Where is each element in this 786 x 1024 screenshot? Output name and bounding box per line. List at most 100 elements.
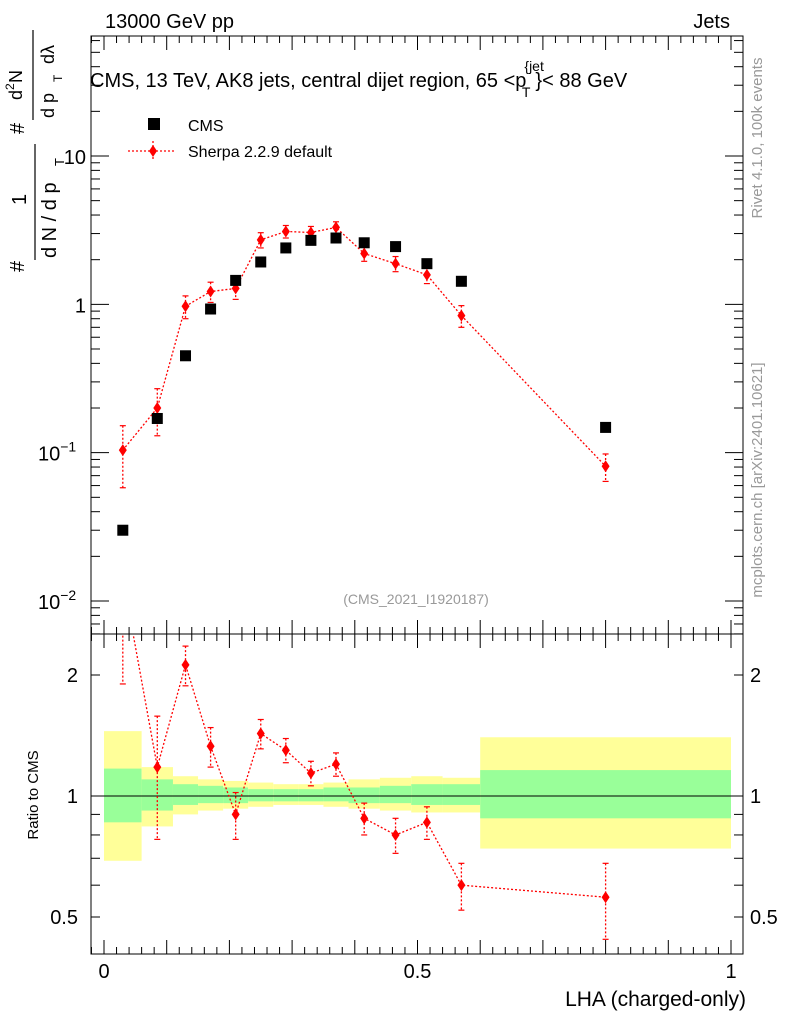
ylabel-T2: T: [51, 74, 65, 82]
ratio-point: [231, 808, 240, 821]
mc-point: [391, 257, 400, 270]
mc-series-line: [122, 226, 607, 467]
ratio-data-group: [119, 571, 610, 940]
ratio-ytick-label-left: 0.5: [50, 907, 78, 929]
ratio-ytick-label-right: 1: [750, 786, 761, 808]
ylabel-sup2: 2: [3, 83, 17, 90]
ylabel-N: N: [6, 70, 26, 83]
cms-point: [255, 256, 267, 268]
ratio-point: [206, 740, 215, 753]
legend-sherpa-label: Sherpa 2.2.9 default: [188, 144, 333, 161]
ratio-band-inner: [198, 785, 224, 804]
ratio-point: [306, 767, 315, 780]
ratio-band-inner: [172, 784, 199, 805]
cms-point: [330, 232, 342, 244]
ratio-band-inner: [248, 789, 274, 802]
ylabel-dl: dλ: [38, 45, 58, 64]
main-ytick-label: 10−2: [38, 587, 76, 614]
ylabel-one: 1: [9, 194, 31, 205]
main-ytick-label: 10−1: [38, 439, 76, 466]
ratio-point: [422, 816, 431, 829]
energy-label: 13000 GeV pp: [105, 11, 234, 33]
ratio-point: [391, 828, 400, 841]
ratio-point: [181, 658, 190, 671]
ratio-point: [360, 812, 369, 825]
analysis-label: (CMS_2021_I1920187): [343, 591, 489, 607]
ratio-ytick-label-right: 2: [750, 665, 761, 687]
mc-point: [360, 247, 369, 260]
ratio-point: [153, 761, 162, 774]
main-ytick-label: 10: [64, 147, 86, 169]
cms-point: [180, 350, 192, 362]
ratio-panel: 0.5 0.5 1 1 2 2 0 0.5 1: [50, 571, 778, 983]
cms-point: [280, 242, 292, 254]
mc-point: [422, 268, 431, 281]
ylabel-d2: d: [6, 90, 26, 100]
main-ytick-exponent: −2: [60, 587, 76, 603]
ylabel-hash2: #: [7, 122, 29, 134]
plot-title-end: }< 88 GeV: [535, 70, 627, 92]
cms-point: [455, 275, 467, 287]
side-url-label: mcplots.cern.ch [arXiv:2401.10621]: [749, 362, 766, 597]
ratio-ytick-label-left: 1: [67, 786, 78, 808]
ratio-band-inner: [273, 789, 299, 802]
plot-title-main: CMS, 13 TeV, AK8 jets, central dijet reg…: [90, 70, 526, 92]
mc-point: [457, 309, 466, 322]
ratio-band-inner: [480, 770, 731, 819]
ratio-point: [281, 744, 290, 757]
ratio-point: [119, 571, 127, 583]
mc-point: [331, 221, 340, 234]
mc-point: [256, 233, 265, 246]
cms-point: [151, 412, 163, 424]
ratio-ytick-label-left: 2: [67, 665, 78, 687]
ratio-band-inner: [348, 787, 380, 804]
legend-cms-label: CMS: [188, 118, 224, 135]
ratio-ytick-label-right: 0.5: [750, 907, 778, 929]
side-rivet-label: Rivet 4.1.0, 100k events: [749, 58, 766, 219]
cms-point: [205, 303, 217, 315]
legend: CMS Sherpa 2.2.9 default: [128, 118, 333, 161]
ratio-point: [601, 891, 610, 904]
main-ylabel: # 1 d N / d p T # d 2 N d p T dλ: [3, 30, 67, 272]
ratio-band-inner: [411, 784, 443, 805]
plot-title: CMS, 13 TeV, AK8 jets, central dijet reg…: [90, 58, 628, 100]
ratio-xtick-label: 1: [725, 961, 736, 983]
cms-point: [305, 234, 317, 246]
cms-point: [358, 237, 370, 249]
mc-point: [206, 285, 215, 298]
ratio-band-inner: [323, 787, 349, 802]
ratio-series-line: [132, 634, 606, 898]
cms-point: [421, 258, 433, 270]
plot-title-sub: T: [522, 84, 531, 100]
mc-point: [601, 460, 610, 473]
ylabel-dN: d N / d p: [39, 182, 61, 258]
ratio-band-inner: [298, 789, 324, 802]
category-label: Jets: [693, 11, 730, 33]
cms-point: [117, 524, 129, 536]
ratio-band-inner: [442, 784, 481, 805]
mc-point: [281, 225, 290, 238]
ylabel-hash: #: [7, 260, 29, 272]
main-panel: 10−2 10−1 1 10: [38, 35, 744, 635]
xlabel: LHA (charged-only): [565, 988, 746, 1011]
plot-title-sup: {jet: [524, 58, 544, 74]
ratio-xtick-label: 0.5: [404, 961, 432, 983]
mc-point: [181, 300, 190, 313]
ratio-point: [331, 758, 340, 771]
ratio-band-inner: [379, 785, 412, 804]
ratio-point: [256, 727, 265, 740]
main-ytick-label: 1: [75, 295, 86, 317]
cms-point: [600, 421, 612, 433]
ylabel-T: T: [52, 158, 67, 166]
cms-point: [390, 241, 402, 253]
ratio-xtick-label: 0: [98, 961, 109, 983]
mc-point: [153, 402, 162, 415]
ratio-point: [457, 879, 466, 892]
legend-cms-marker: [148, 118, 160, 130]
cms-point: [230, 274, 242, 286]
ratio-ylabel: Ratio to CMS: [25, 750, 42, 839]
main-ytick-exponent: −1: [60, 439, 76, 455]
ylabel-dpT: d p: [38, 93, 58, 118]
mc-point: [118, 444, 127, 457]
